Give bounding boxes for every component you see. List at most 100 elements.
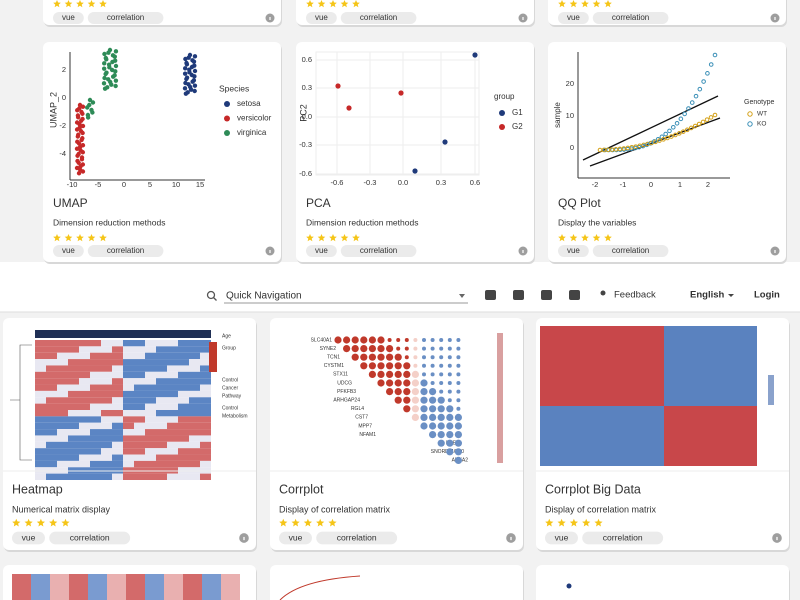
nav-icon[interactable]	[513, 290, 524, 300]
tag-chip[interactable]	[279, 531, 312, 545]
corr-dot	[447, 363, 452, 368]
corr-dot	[411, 370, 419, 378]
corr-dot	[411, 396, 419, 404]
heat-cell	[695, 446, 711, 456]
heat-cell	[710, 456, 726, 466]
corr-dot	[430, 338, 435, 342]
heat-cell	[200, 441, 211, 449]
heat-cell	[741, 436, 757, 446]
heat-cell	[123, 441, 134, 449]
heat-cell	[741, 406, 757, 416]
nav-icon[interactable]	[485, 290, 496, 300]
heat-cell	[540, 366, 556, 376]
heat-cell	[648, 416, 664, 426]
corr-dot	[377, 379, 385, 387]
heat-cell	[123, 390, 134, 398]
axis-tick-label: 1	[678, 180, 682, 189]
tag-chip[interactable]	[582, 531, 664, 545]
heat-cell	[741, 366, 757, 376]
heat-cell	[741, 386, 757, 396]
heat-cell	[571, 416, 587, 426]
point	[109, 82, 114, 87]
heat-cell	[90, 378, 101, 385]
nav-icon[interactable]	[541, 290, 552, 300]
tag-chip[interactable]	[545, 531, 578, 545]
corr-dot	[447, 372, 452, 377]
corr-dot	[447, 398, 452, 403]
corr-dot	[413, 355, 418, 360]
tag-chip[interactable]	[49, 531, 131, 545]
tag-chip[interactable]	[53, 245, 84, 257]
heat-cell	[540, 426, 556, 436]
card[interactable]	[270, 565, 523, 600]
heat-cell	[741, 376, 757, 386]
point	[85, 115, 91, 120]
tag-chip[interactable]	[316, 531, 398, 545]
axis-tick-label: 0	[570, 143, 574, 152]
corr-dot	[403, 405, 411, 413]
heat-cell	[35, 441, 46, 449]
corr-dot	[437, 396, 445, 404]
heat-cell	[156, 473, 167, 480]
heat-cell	[167, 448, 178, 455]
heat-cell	[726, 326, 742, 336]
tag: vue	[315, 13, 328, 22]
dendrogram	[10, 344, 32, 461]
tag-chip[interactable]	[53, 12, 84, 24]
tag-chip[interactable]	[87, 12, 164, 24]
tag-chip[interactable]	[592, 245, 669, 257]
corr-dot	[439, 389, 444, 394]
heat-cell	[586, 406, 602, 416]
tag-chip[interactable]	[340, 245, 417, 257]
tag-chip[interactable]	[340, 12, 417, 24]
nav-icon[interactable]	[569, 290, 580, 300]
tag-chip[interactable]	[306, 12, 337, 24]
tag-chip[interactable]	[592, 12, 669, 24]
axis-tick-label: -5	[95, 180, 102, 189]
heat-cell	[571, 356, 587, 366]
rating-star	[24, 518, 33, 527]
heat-cell	[145, 340, 156, 347]
heat-cell	[679, 376, 695, 386]
heat-cell	[145, 371, 156, 379]
heat-cell	[200, 359, 211, 366]
rating-star	[36, 518, 45, 527]
feedback-button[interactable]: Feedback	[614, 290, 656, 301]
tag-chip[interactable]	[558, 245, 589, 257]
heat-cell	[664, 396, 680, 406]
rating-star	[99, 0, 107, 8]
heat-cell	[145, 441, 156, 449]
tag: vue	[315, 246, 328, 255]
tag: vue	[567, 246, 580, 255]
tag-chip[interactable]	[306, 245, 337, 257]
heat-cell	[123, 429, 134, 436]
heat-cell	[586, 376, 602, 386]
heat-cell	[695, 416, 711, 426]
heat-cell	[46, 454, 57, 461]
card[interactable]	[536, 565, 789, 600]
point	[101, 81, 107, 86]
tag-chip[interactable]	[87, 245, 164, 257]
heat-cell	[79, 467, 90, 474]
heat-cell	[648, 406, 664, 416]
heat-cell	[68, 435, 79, 442]
axis-tick-label: 0	[122, 180, 126, 189]
heat-cell	[57, 448, 68, 455]
axis-tick-label: 10	[566, 111, 574, 120]
heat-cell	[156, 390, 167, 398]
heat-cell	[90, 429, 101, 436]
heat-cell	[101, 410, 112, 417]
heat-cell	[617, 376, 633, 386]
corr-dot	[429, 431, 437, 439]
card[interactable]	[270, 318, 523, 550]
heat-cell	[200, 448, 211, 455]
tag-chip[interactable]	[558, 12, 589, 24]
card-description: Display of correlation matrix	[279, 504, 391, 514]
tag: correlation	[612, 246, 649, 255]
card[interactable]	[43, 42, 281, 262]
tag-chip[interactable]	[12, 531, 45, 545]
card[interactable]	[548, 42, 786, 262]
heat-cell	[145, 359, 156, 366]
point	[708, 115, 714, 120]
heat-cell	[571, 366, 587, 376]
